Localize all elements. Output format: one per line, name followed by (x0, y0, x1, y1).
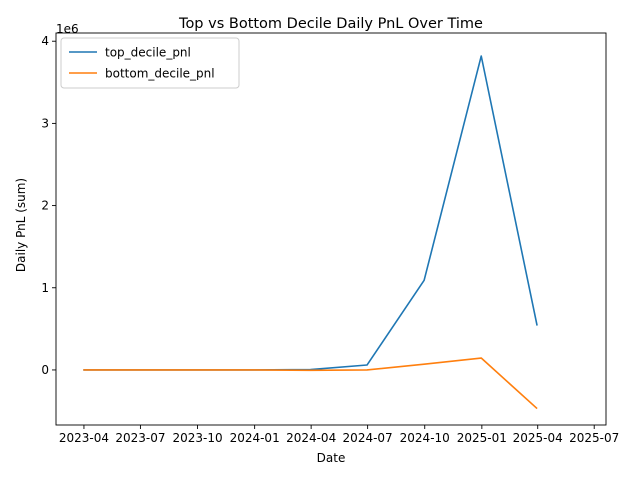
legend-label-bottom_decile_pnl: bottom_decile_pnl (105, 67, 215, 81)
x-tick-label: 2024-04 (286, 431, 336, 445)
y-tick-label: 1 (41, 281, 49, 295)
x-tick-label: 2025-07 (569, 431, 619, 445)
x-axis-label: Date (317, 451, 346, 465)
x-tick-label: 2023-04 (59, 431, 109, 445)
y-axis-label: Daily PnL (sum) (14, 178, 28, 272)
x-tick-label: 2023-07 (115, 431, 165, 445)
legend-box (60, 37, 240, 89)
legend: top_decile_pnl bottom_decile_pnl (60, 37, 240, 89)
x-ticks: 2023-04 2023-07 2023-10 2024-01 2024-04 2024-… (59, 425, 619, 445)
chart-title: Top vs Bottom Decile Daily PnL Over Time (178, 16, 483, 32)
y-tick-label: 3 (41, 116, 49, 130)
series-layer (83, 55, 538, 410)
y-tick-label: 4 (41, 34, 49, 48)
x-tick-label: 2025-01 (457, 431, 507, 445)
y-ticks: 0 1 2 3 4 (41, 34, 56, 377)
x-tick-label: 2025-04 (513, 431, 563, 445)
legend-label-top_decile_pnl: top_decile_pnl (105, 46, 191, 60)
x-tick-label: 2024-07 (343, 431, 393, 445)
y-tick-label: 2 (41, 199, 49, 213)
series-line-top_decile_pnl (83, 55, 538, 371)
x-tick-label: 2023-10 (172, 431, 222, 445)
series-line-bottom_decile_pnl (83, 357, 538, 410)
x-tick-label: 2024-01 (230, 431, 280, 445)
y-tick-label: 0 (41, 363, 49, 377)
plot-frame (55, 32, 607, 426)
y-offset-label: 1e6 (56, 22, 79, 36)
x-tick-label: 2024-10 (400, 431, 450, 445)
